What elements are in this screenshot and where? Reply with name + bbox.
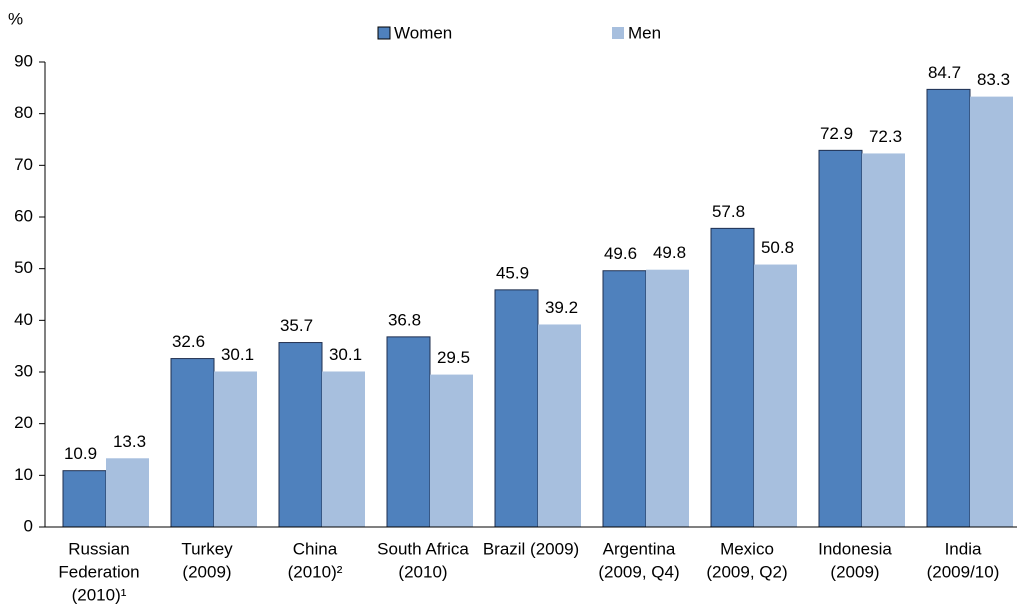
y-tick-label: 30 <box>14 361 33 380</box>
value-label: 10.9 <box>64 444 97 463</box>
bar <box>710 227 755 528</box>
y-tick-label: 90 <box>14 51 33 70</box>
x-tick-label: Russian <box>68 539 129 558</box>
x-tick-label: (2010)¹ <box>72 585 127 604</box>
value-label: 72.3 <box>869 127 902 146</box>
bar <box>322 371 365 527</box>
value-label: 30.1 <box>221 345 254 364</box>
x-tick-label: Brazil (2009) <box>483 539 579 558</box>
y-tick-label: 10 <box>14 465 33 484</box>
legend-label: Men <box>628 23 661 42</box>
value-label: 83.3 <box>977 70 1010 89</box>
x-tick-label: (2009/10) <box>927 562 1000 581</box>
x-tick-label: (2009) <box>182 562 231 581</box>
bar <box>926 88 971 528</box>
x-tick-label: China <box>293 539 338 558</box>
value-label: 13.3 <box>113 432 146 451</box>
x-tick-label: Indonesia <box>818 539 892 558</box>
y-tick-label: 0 <box>24 516 33 535</box>
x-tick-label: Turkey <box>181 539 233 558</box>
bar <box>970 96 1013 527</box>
bar <box>754 264 797 527</box>
value-label: 57.8 <box>712 202 745 221</box>
x-tick-label: South Africa <box>377 539 469 558</box>
x-tick-label: (2010)² <box>288 562 343 581</box>
bar <box>62 470 107 528</box>
legend-swatch <box>377 26 391 40</box>
value-label: 50.8 <box>761 238 794 257</box>
bar <box>646 269 689 527</box>
value-label: 35.7 <box>280 316 313 335</box>
y-tick-label: 50 <box>14 258 33 277</box>
x-tick-label: Federation <box>58 562 139 581</box>
value-label: 32.6 <box>172 332 205 351</box>
bar <box>106 458 149 527</box>
bar <box>538 324 581 527</box>
value-label: 84.7 <box>928 63 961 82</box>
x-tick-label: (2009, Q2) <box>706 562 787 581</box>
bar <box>818 149 863 528</box>
x-tick-label: (2009, Q4) <box>598 562 679 581</box>
y-unit-label: % <box>8 9 23 28</box>
value-label: 49.6 <box>604 244 637 263</box>
y-tick-label: 80 <box>14 103 33 122</box>
value-label: 72.9 <box>820 124 853 143</box>
legend-swatch <box>612 27 624 39</box>
bar <box>494 289 539 528</box>
value-label: 30.1 <box>329 345 362 364</box>
bar <box>214 371 257 527</box>
bar <box>386 336 431 528</box>
x-tick-label: Mexico <box>720 539 774 558</box>
bar <box>278 342 323 528</box>
value-label: 45.9 <box>496 263 529 282</box>
y-tick-label: 40 <box>14 310 33 329</box>
y-tick-label: 60 <box>14 206 33 225</box>
x-tick-label: (2010) <box>398 562 447 581</box>
bar <box>430 374 473 527</box>
y-tick-label: 20 <box>14 413 33 432</box>
value-label: 36.8 <box>388 310 421 329</box>
legend-label: Women <box>394 23 452 42</box>
value-label: 49.8 <box>653 243 686 262</box>
bar <box>602 270 647 528</box>
x-tick-label: India <box>945 539 982 558</box>
x-tick-label: Argentina <box>603 539 676 558</box>
value-label: 29.5 <box>437 348 470 367</box>
bar <box>170 358 215 528</box>
y-tick-label: 70 <box>14 155 33 174</box>
bar <box>862 153 905 527</box>
x-tick-label: (2009) <box>830 562 879 581</box>
value-label: 39.2 <box>545 298 578 317</box>
